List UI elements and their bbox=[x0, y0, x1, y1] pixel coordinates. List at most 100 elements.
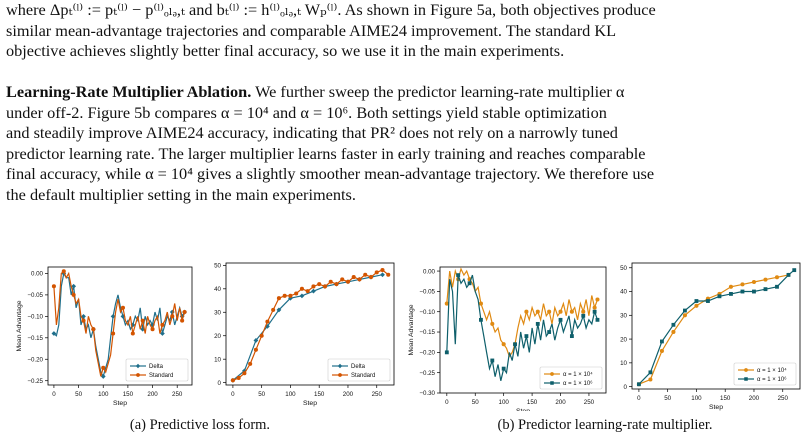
x-tick-label: 150 bbox=[123, 391, 134, 398]
y-tick-label: −0.15 bbox=[27, 335, 43, 342]
legend-label: Delta bbox=[149, 364, 164, 370]
data-point bbox=[467, 281, 472, 286]
data-point bbox=[774, 275, 780, 280]
x-tick-label: 50 bbox=[472, 399, 479, 406]
data-point bbox=[357, 277, 362, 282]
legend-marker bbox=[337, 363, 343, 369]
data-point bbox=[682, 313, 687, 318]
data-point bbox=[479, 317, 483, 322]
data-point bbox=[740, 289, 745, 294]
data-point bbox=[752, 289, 756, 294]
data-point bbox=[786, 272, 791, 277]
paragraph-1: where Δpₜ⁽ˡ⁾ := pₜ⁽ˡ⁾ − p⁽ˡ⁾ₒₗₔ,ₜ and bₜ… bbox=[6, 0, 800, 62]
data-point bbox=[513, 342, 517, 347]
x-tick-label: 50 bbox=[664, 395, 671, 402]
y-tick-label: −0.05 bbox=[419, 289, 435, 296]
y-tick-label: 0 bbox=[218, 380, 222, 387]
data-point bbox=[535, 321, 540, 326]
data-point bbox=[368, 275, 374, 280]
data-point bbox=[501, 342, 506, 347]
x-tick-label: 100 bbox=[691, 395, 702, 402]
data-point bbox=[490, 358, 495, 363]
data-point bbox=[659, 339, 664, 344]
paragraph-2-line-1: Learning-Rate Multiplier Ablation. We fu… bbox=[6, 82, 800, 103]
data-point bbox=[648, 377, 653, 382]
data-point bbox=[276, 307, 282, 313]
paragraph-2-line-5: final accuracy, while α = 10⁴ gives a sl… bbox=[6, 164, 655, 184]
x-tick-label: 150 bbox=[720, 395, 731, 402]
data-point bbox=[592, 305, 597, 310]
data-point bbox=[345, 279, 351, 284]
data-point bbox=[569, 309, 574, 314]
legend-label: α = 1 × 10⁶ bbox=[757, 376, 787, 383]
data-point bbox=[160, 322, 165, 327]
legend-marker bbox=[550, 372, 554, 376]
x-tick-label: 200 bbox=[555, 399, 566, 406]
data-point bbox=[71, 283, 77, 289]
data-point bbox=[740, 282, 745, 287]
x-axis-label: Step bbox=[516, 408, 530, 411]
data-point bbox=[717, 294, 722, 299]
data-point bbox=[340, 277, 345, 282]
x-tick-label: 50 bbox=[75, 391, 82, 398]
data-point bbox=[253, 338, 259, 343]
data-point bbox=[636, 382, 641, 387]
data-point bbox=[100, 374, 106, 379]
y-tick-label: 0 bbox=[624, 384, 628, 391]
data-point bbox=[81, 318, 86, 323]
data-point bbox=[363, 272, 368, 277]
mean-advantage-chart-b: 0 50 100 150 200 250 0.00 −0.05 −0.10 −0.15 −0.20 −… bbox=[408, 266, 607, 411]
data-point bbox=[61, 269, 66, 274]
x-tick-label: 100 bbox=[98, 391, 109, 398]
data-point bbox=[569, 334, 574, 339]
data-point bbox=[671, 329, 676, 334]
paragraph-2-line-3: and steadily improve AIME24 accuracy, in… bbox=[6, 123, 618, 143]
x-tick-label: 150 bbox=[527, 399, 538, 406]
paragraph-heading: Learning-Rate Multiplier Ablation. bbox=[6, 82, 252, 101]
data-point bbox=[547, 330, 552, 334]
y-tick-label: 40 bbox=[214, 286, 221, 293]
y-tick-label: 40 bbox=[620, 289, 627, 296]
data-point bbox=[236, 375, 241, 381]
data-point bbox=[334, 282, 339, 287]
caption-a: (a) Predictive loss form. bbox=[129, 417, 271, 433]
legend-label: α = 1 × 10⁴ bbox=[563, 371, 593, 378]
plot-frame bbox=[47, 266, 193, 386]
data-point bbox=[242, 371, 247, 376]
data-point bbox=[351, 275, 356, 280]
data-point bbox=[581, 313, 586, 318]
y-tick-label: −0.10 bbox=[27, 314, 43, 321]
y-tick-label: 0.00 bbox=[31, 271, 44, 278]
y-tick-label: −0.10 bbox=[419, 309, 435, 316]
data-point bbox=[501, 366, 506, 371]
data-point bbox=[288, 293, 293, 298]
y-tick-label: 10 bbox=[214, 356, 221, 363]
y-tick-label: 20 bbox=[620, 336, 627, 343]
data-point bbox=[671, 322, 676, 327]
data-point bbox=[706, 299, 710, 303]
data-point bbox=[763, 277, 768, 282]
data-point bbox=[380, 272, 385, 278]
data-point bbox=[581, 309, 586, 314]
legend-marker bbox=[136, 373, 140, 377]
y-tick-label: 30 bbox=[620, 313, 627, 320]
data-point bbox=[751, 279, 757, 285]
data-point bbox=[535, 309, 540, 314]
y-tick-label: 50 bbox=[214, 263, 221, 270]
data-point bbox=[444, 301, 449, 306]
data-point bbox=[444, 350, 449, 355]
data-point bbox=[311, 288, 316, 294]
legend-label: α = 1 × 10⁶ bbox=[563, 380, 593, 387]
data-point bbox=[524, 309, 529, 314]
y-tick-label: −0.25 bbox=[27, 378, 43, 385]
data-point bbox=[648, 370, 653, 375]
data-point bbox=[91, 327, 96, 332]
x-tick-label: 150 bbox=[314, 391, 325, 398]
legend-label: α = 1 × 10⁴ bbox=[757, 367, 787, 374]
data-point bbox=[276, 296, 281, 301]
paragraph-1-line-3: objective achieves slightly better final… bbox=[6, 41, 565, 61]
line-1-prefix: where Δpₜ⁽ˡ⁾ := pₜ⁽ˡ⁾ − p⁽ˡ⁾ₒₗₔ,ₜ and bₜ… bbox=[6, 0, 656, 19]
data-point bbox=[101, 365, 106, 370]
legend-marker bbox=[338, 373, 342, 377]
x-axis-label: Step bbox=[113, 400, 127, 407]
